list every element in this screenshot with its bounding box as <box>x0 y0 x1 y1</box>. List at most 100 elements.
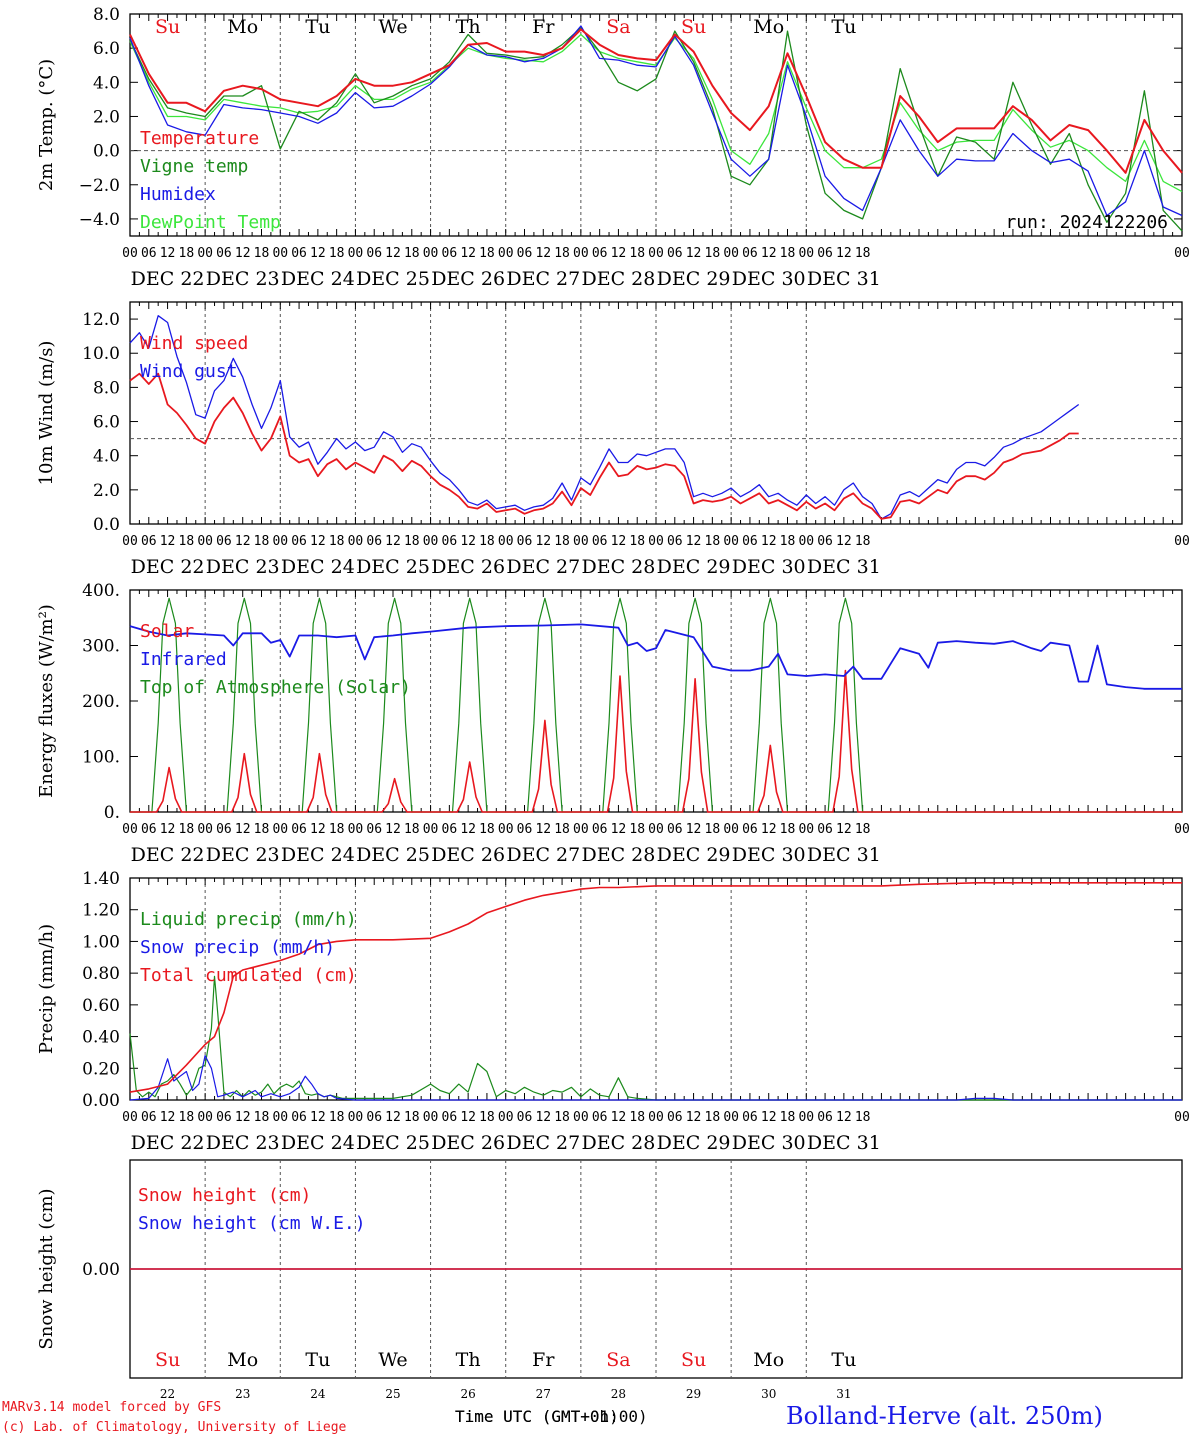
x-hour-label: 06 <box>216 1110 232 1125</box>
x-hour-label: 18 <box>705 822 721 837</box>
series-line <box>129 623 1182 690</box>
x-hour-label: 12 <box>836 1110 852 1125</box>
x-hour-label: 00 <box>197 1110 213 1125</box>
x-hour-label: 12 <box>385 534 401 549</box>
x-hour-label: 18 <box>179 246 195 261</box>
weekday-label: Mo <box>227 1349 258 1371</box>
x-hour-label: 00 <box>723 1110 739 1125</box>
x-hour-label: 12 <box>686 822 702 837</box>
legend-entry: Top of Atmosphere (Solar) <box>140 677 411 698</box>
x-hour-label: 06 <box>442 822 458 837</box>
x-hour-label: 06 <box>141 1110 157 1125</box>
x-hour-label: 06 <box>141 246 157 261</box>
x-hour-label: 12 <box>761 534 777 549</box>
y-tick-label: 1.40 <box>82 869 120 889</box>
x-hour-label: 00 <box>798 822 814 837</box>
x-hour-label: 00 <box>197 822 213 837</box>
x-hour-label: 06 <box>817 246 833 261</box>
x-hour-label: 18 <box>629 1110 645 1125</box>
x-hour-label: 18 <box>329 246 345 261</box>
x-hour-label: 06 <box>742 1110 758 1125</box>
y-tick-label: 2.0 <box>93 107 120 127</box>
x-hour-label: 18 <box>254 534 270 549</box>
x-date-label: DEC 29 <box>657 556 731 578</box>
x-hour-label: 00 <box>648 1110 664 1125</box>
x-hour-label: 06 <box>667 822 683 837</box>
y-tick-label: 0.40 <box>82 1028 120 1048</box>
weekday-label: Fr <box>532 16 555 38</box>
x-date-label: DEC 29 <box>657 1132 731 1154</box>
x-hour-label: 12 <box>160 1110 176 1125</box>
x-hour-label: 00 <box>498 822 514 837</box>
x-hour-label: 06 <box>291 246 307 261</box>
y-tick-label: 8.0 <box>93 378 120 398</box>
x-hour-label: 12 <box>460 534 476 549</box>
day-number-label: 29 <box>686 1387 701 1401</box>
legend-entry: Snow height (cm W.E.) <box>138 1213 366 1234</box>
x-date-label: DEC 24 <box>281 1132 355 1154</box>
x-hour-label: 06 <box>442 1110 458 1125</box>
series-line <box>129 1055 1182 1101</box>
x-date-label: DEC 23 <box>206 556 280 578</box>
day-number-label: 31 <box>836 1387 851 1401</box>
x-date-label: DEC 27 <box>506 268 580 290</box>
x-hour-label: 06 <box>366 534 382 549</box>
x-hour-label: 06 <box>667 1110 683 1125</box>
x-hour-label: 18 <box>404 246 420 261</box>
x-hour-label: 00 <box>798 534 814 549</box>
y-axis-title: Snow height (cm) <box>36 1188 57 1349</box>
y-tick-label: 1.20 <box>82 901 120 921</box>
x-hour-label: 06 <box>291 1110 307 1125</box>
x-hour-label: 06 <box>366 822 382 837</box>
x-hour-label: 00 <box>272 822 288 837</box>
x-hour-label: 00 <box>723 246 739 261</box>
weekday-label: Th <box>456 1349 481 1371</box>
y-tick-label: 0.80 <box>82 964 120 984</box>
panel-5: 0.00 Snow height (cm) Snow height (cm) Snow… <box>36 1159 1183 1401</box>
x-date-label: DEC 26 <box>431 844 505 866</box>
x-date-label: DEC 31 <box>807 844 881 866</box>
x-hour-label: 18 <box>705 1110 721 1125</box>
x-date-label: DEC 24 <box>281 268 355 290</box>
panel-3: 400. 300. 200. 100. 0. Energy fluxes (W/m²) 00… <box>36 581 1190 866</box>
x-hour-label: 06 <box>592 534 608 549</box>
x-hour-label: 06 <box>291 822 307 837</box>
x-hour-label: 18 <box>855 1110 871 1125</box>
legend-entry: Snow height (cm) <box>138 1185 311 1206</box>
x-hour-label: 18 <box>705 246 721 261</box>
x-hour-label: 00 <box>573 822 589 837</box>
x-hour-label: 12 <box>611 246 627 261</box>
x-hour-label: 18 <box>254 1110 270 1125</box>
x-date-label: DEC 30 <box>732 1132 806 1154</box>
x-hour-label: 06 <box>442 534 458 549</box>
weekday-label: Fr <box>532 1349 555 1371</box>
y-tick-label: 300. <box>82 637 120 657</box>
x-hour-label: 12 <box>385 1110 401 1125</box>
series-line <box>129 27 1183 232</box>
x-hour-label: 18 <box>404 1110 420 1125</box>
legend-entry: Infrared <box>140 649 227 670</box>
x-hour-label: 00 <box>648 822 664 837</box>
panel-4: 1.40 1.20 1.00 0.80 0.60 0.40 0.20 0.00 Precip (… <box>36 869 1190 1154</box>
x-hour-label: 06 <box>141 534 157 549</box>
x-hour-label: 00 <box>498 246 514 261</box>
x-hour-label: 12 <box>235 246 251 261</box>
x-hour-label: 18 <box>479 1110 495 1125</box>
x-hour-label: 12 <box>686 534 702 549</box>
x-hour-label: 00 <box>348 246 364 261</box>
x-hour-label: 00 <box>423 534 439 549</box>
x-hour-label: 00 <box>573 534 589 549</box>
y-axis-title: 2m Temp. (°C) <box>36 59 57 191</box>
x-hour-label: 00 <box>423 822 439 837</box>
x-hour-label: 18 <box>780 246 796 261</box>
x-hour-label: 00 <box>573 1110 589 1125</box>
x-hour-label: 18 <box>780 822 796 837</box>
x-hour-label: 06 <box>592 1110 608 1125</box>
y-tick-label: 6.0 <box>93 39 120 59</box>
weekday-label: Tu <box>305 1349 330 1371</box>
y-tick-label: −4.0 <box>79 210 120 230</box>
y-tick-label: 6.0 <box>93 413 120 433</box>
x-hour-label: 18 <box>855 822 871 837</box>
x-hour-label: 18 <box>329 534 345 549</box>
legend-entry: Solar <box>140 621 194 642</box>
